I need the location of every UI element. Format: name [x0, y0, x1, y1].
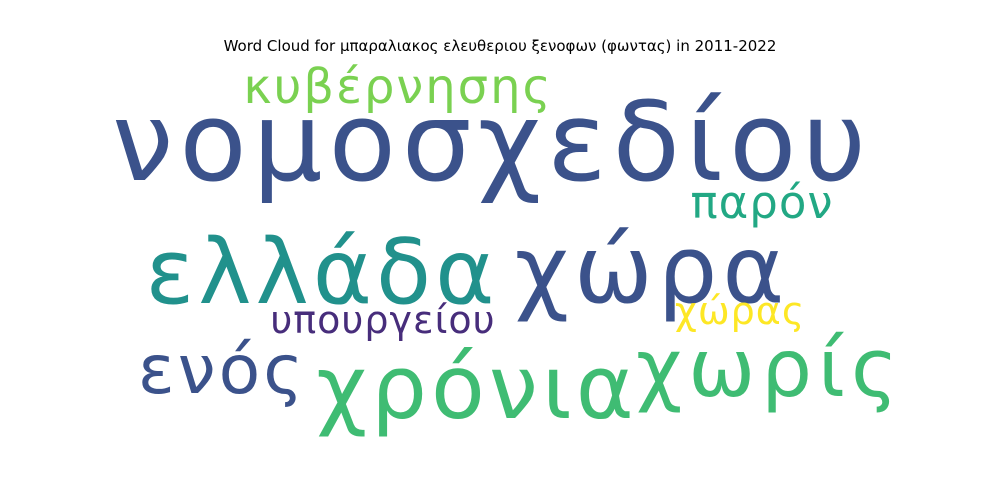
- word-0: νομοσχεδίου: [112, 78, 872, 206]
- word-2: ελλάδα: [146, 220, 499, 325]
- word-3: χρόνια: [316, 336, 637, 439]
- word-8: υπουργείου: [270, 298, 495, 342]
- word-7: παρόν: [691, 176, 834, 229]
- word-6: κυβέρνησης: [243, 59, 552, 115]
- chart-title: Word Cloud for μπαραλιακος ελευθεριου ξε…: [223, 37, 777, 55]
- word-5: ενός: [138, 331, 306, 410]
- word-4: χωρίς: [636, 322, 904, 415]
- word-9: χώρας: [675, 289, 805, 333]
- word-1: χώρα: [515, 216, 790, 325]
